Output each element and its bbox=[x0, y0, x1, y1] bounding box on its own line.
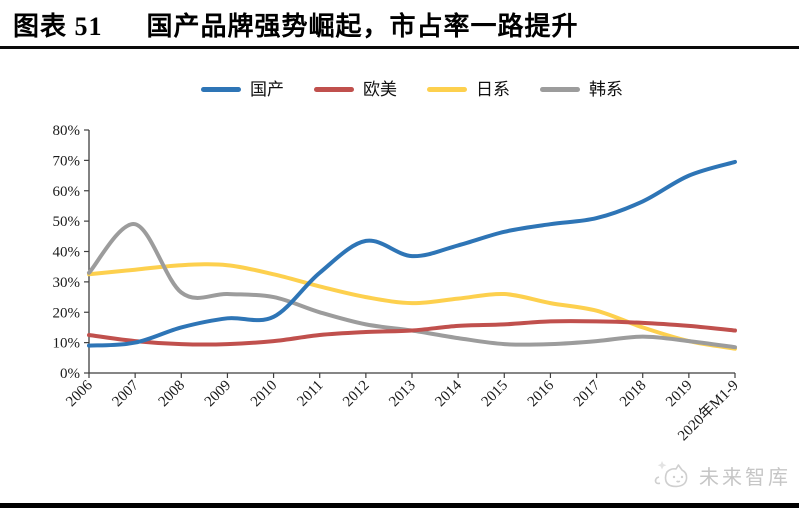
y-tick-label: 50% bbox=[53, 214, 81, 230]
y-tick-label: 10% bbox=[53, 336, 81, 352]
y-tick-label: 70% bbox=[53, 153, 81, 169]
watermark-brand-text: 未来智库 bbox=[699, 466, 791, 489]
chart-legend: 国产 欧美 日系 韩系 bbox=[89, 81, 735, 98]
y-tick-label: 40% bbox=[53, 245, 81, 261]
x-tick-label: 2013 bbox=[386, 378, 419, 411]
legend-item-日系: 日系 bbox=[427, 81, 510, 98]
legend-swatch-icon bbox=[427, 87, 467, 92]
legend-item-国产: 国产 bbox=[201, 81, 284, 98]
x-tick-label: 2017 bbox=[571, 377, 604, 410]
cat-logo-icon bbox=[654, 461, 688, 488]
legend-item-欧美: 欧美 bbox=[314, 81, 397, 98]
x-tick-label: 2010 bbox=[248, 378, 281, 411]
series-line-欧美 bbox=[87, 319, 737, 347]
y-tick-label: 20% bbox=[53, 305, 81, 321]
bottom-divider-bar bbox=[0, 503, 799, 508]
y-tick-label: 60% bbox=[53, 184, 81, 200]
y-tick-label: 0% bbox=[60, 366, 80, 382]
x-tick-label: 2012 bbox=[340, 378, 373, 411]
legend-label: 日系 bbox=[476, 80, 510, 99]
legend-item-韩系: 韩系 bbox=[540, 81, 623, 98]
title-underline bbox=[0, 46, 799, 49]
series-line-国产 bbox=[87, 159, 737, 348]
x-tick-label: 2008 bbox=[156, 378, 189, 411]
x-tick-label: 2019 bbox=[663, 378, 696, 411]
legend-label: 韩系 bbox=[589, 80, 623, 99]
figure-header: 图表 51 国产品牌强势崛起，市占率一路提升 bbox=[13, 6, 579, 43]
legend-swatch-icon bbox=[314, 87, 354, 92]
y-tick-label: 80% bbox=[53, 123, 81, 139]
x-tick-label: 2009 bbox=[202, 378, 235, 411]
y-tick-label: 30% bbox=[53, 275, 81, 291]
x-tick-label: 2015 bbox=[479, 378, 512, 411]
x-tick-label: 2016 bbox=[525, 377, 558, 410]
legend-swatch-icon bbox=[540, 87, 580, 92]
watermark: 未来智库 bbox=[653, 455, 791, 495]
figure-title: 国产品牌强势崛起，市占率一路提升 bbox=[146, 12, 579, 41]
x-tick-label: 2007 bbox=[109, 377, 142, 410]
legend-swatch-icon bbox=[201, 87, 241, 92]
x-tick-label: 2011 bbox=[294, 378, 326, 410]
x-tick-label: 2006 bbox=[63, 377, 96, 410]
figure-number-label: 图表 51 bbox=[13, 12, 103, 41]
x-tick-label: 2018 bbox=[617, 378, 650, 411]
legend-label: 欧美 bbox=[363, 80, 397, 99]
x-tick-label: 2014 bbox=[432, 377, 465, 410]
legend-label: 国产 bbox=[250, 80, 284, 99]
